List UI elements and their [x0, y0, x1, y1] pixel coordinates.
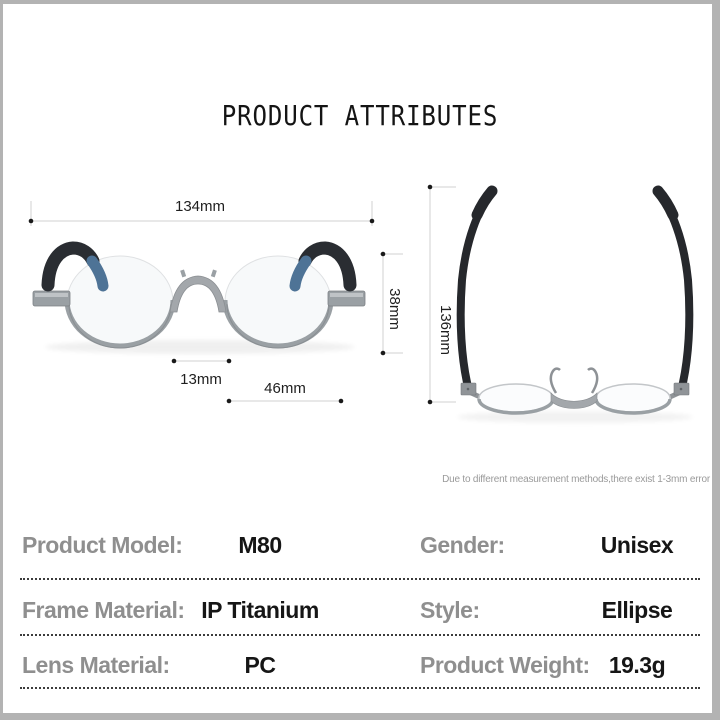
table-separator [20, 687, 700, 689]
dimension-dots-top [427, 184, 433, 405]
page-border-top [0, 0, 720, 4]
dimension-dots-front [28, 218, 386, 404]
page-border-right [712, 0, 720, 720]
dimension-label-bridge-width: 13mm [180, 371, 222, 388]
page-border-bottom [0, 713, 720, 720]
page-border-left [0, 0, 3, 720]
dimension-lines-top [428, 186, 456, 403]
table-separator [20, 634, 700, 636]
spec-label-frame-material: Frame Material: [22, 597, 185, 623]
spec-value-style: Ellipse [601, 597, 673, 623]
spec-value-product-model: M80 [238, 532, 282, 558]
dimension-lines-front [30, 201, 403, 402]
spec-label-product-weight: Product Weight: [420, 652, 590, 678]
dimension-label-frame-width: 134mm [174, 198, 226, 215]
spec-label-product-model: Product Model: [22, 532, 183, 558]
dimension-label-temple-length: 136mm [437, 304, 454, 356]
dimension-label-lens-width: 46mm [264, 380, 306, 397]
glasses-top-view-illustration [456, 185, 694, 423]
spec-label-style: Style: [420, 597, 480, 623]
glasses-front-view-illustration [32, 241, 366, 354]
spec-label-gender: Gender: [420, 532, 505, 558]
page-title: PRODUCT ATTRIBUTES [221, 99, 499, 132]
spec-value-product-weight: 19.3g [608, 652, 666, 678]
spec-label-lens-material: Lens Material: [22, 652, 170, 678]
measurement-note: Due to different measurement methods,the… [442, 474, 710, 485]
spec-value-frame-material: IP Titanium [201, 597, 319, 623]
spec-value-gender: Unisex [600, 532, 674, 558]
spec-value-lens-material: PC [244, 652, 276, 678]
dimension-label-lens-height: 38mm [386, 288, 403, 330]
table-separator [20, 578, 700, 580]
